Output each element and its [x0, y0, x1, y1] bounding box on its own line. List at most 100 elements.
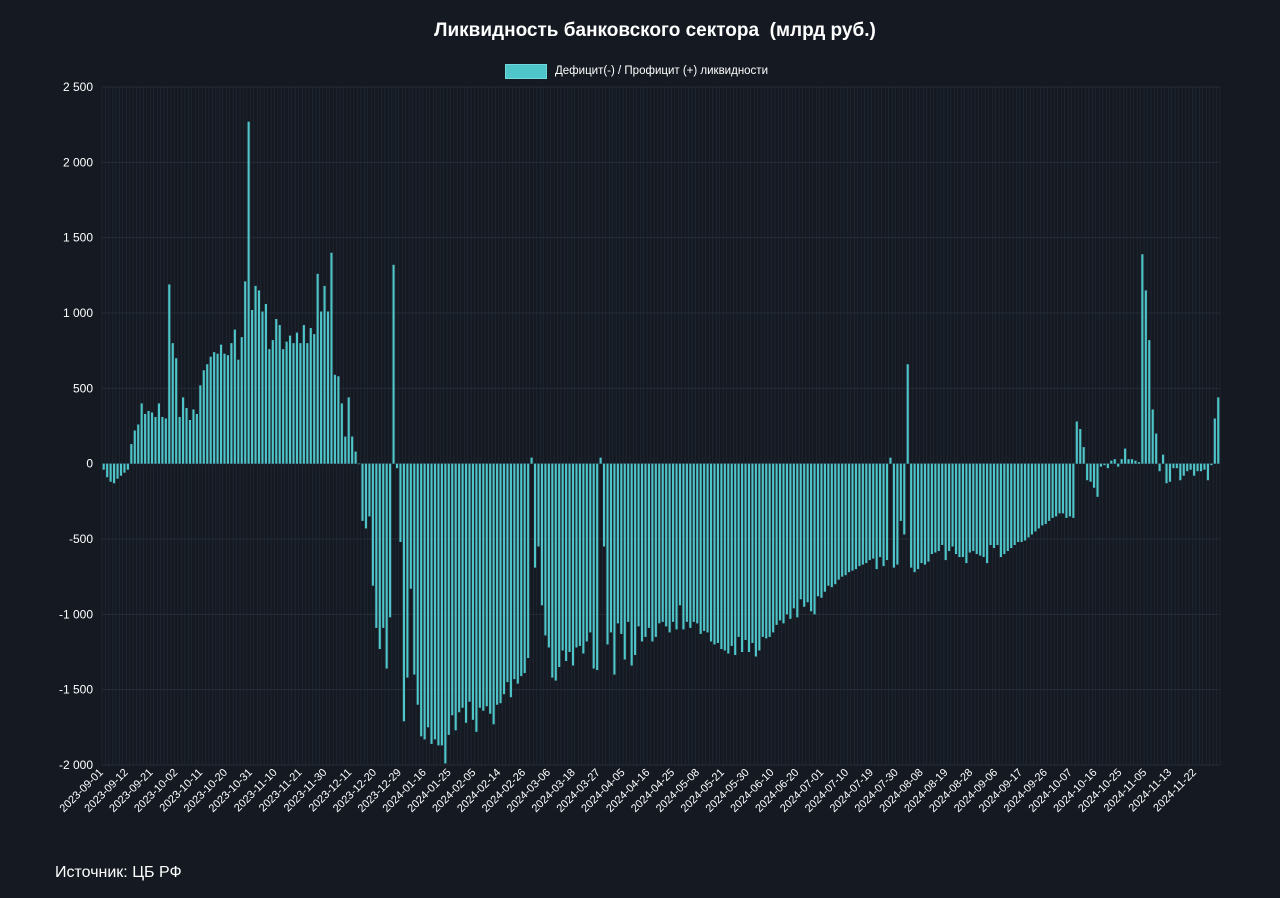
bar [999, 463, 1002, 558]
bar [547, 463, 550, 648]
y-axis: 2 500 2 000 1 500 1 000 500 0 -500 -1 000 -1 500… [59, 80, 93, 772]
bar [430, 463, 433, 744]
bar [275, 319, 278, 464]
bar [772, 463, 775, 633]
bar [264, 303, 267, 464]
bar [433, 463, 437, 740]
bar [206, 364, 209, 464]
bar [233, 329, 236, 464]
bar [358, 463, 361, 465]
y-tick-label: 2 500 [63, 80, 93, 94]
chart-legend[interactable]: Дефицит(-) / Профицит (+) ликвидности [505, 63, 768, 79]
bar [651, 463, 654, 642]
bar [806, 463, 809, 603]
bar [333, 374, 336, 464]
bar [578, 463, 581, 646]
bar [461, 463, 464, 708]
bar [640, 463, 644, 642]
bar [844, 463, 847, 576]
bar [917, 463, 920, 570]
bar [723, 463, 726, 651]
bar [854, 463, 858, 570]
bar [409, 463, 412, 589]
bar [792, 463, 795, 609]
bar [906, 364, 909, 464]
bar [865, 463, 868, 564]
bar [868, 463, 871, 561]
bar [789, 463, 792, 619]
bar [1113, 459, 1116, 464]
bar [1013, 463, 1016, 546]
bar [1158, 463, 1161, 472]
bar [599, 457, 602, 464]
bar [271, 340, 274, 464]
bar [489, 463, 492, 714]
bar [1048, 463, 1051, 521]
bar [437, 463, 440, 746]
bar [1099, 463, 1103, 467]
bar [813, 463, 816, 615]
bar [1006, 463, 1009, 552]
bar [216, 353, 219, 464]
bar [278, 325, 281, 464]
bar [544, 463, 547, 636]
bar [1096, 463, 1099, 497]
bar [427, 463, 430, 728]
bar [178, 416, 181, 464]
y-tick-label: -500 [69, 532, 93, 546]
bar [471, 463, 475, 720]
bar [910, 463, 913, 568]
bar [948, 463, 951, 552]
bar [751, 463, 754, 643]
bar [175, 358, 178, 464]
bar [810, 463, 813, 612]
bar [1134, 460, 1137, 464]
bar [782, 463, 785, 624]
bar [1010, 463, 1013, 549]
bar [213, 352, 216, 464]
bar [696, 463, 699, 624]
bar [965, 463, 968, 564]
bar [920, 463, 923, 564]
bar [996, 463, 999, 546]
bar [975, 463, 978, 555]
bar [133, 430, 136, 464]
bar [685, 463, 688, 622]
bar [354, 451, 357, 464]
bar [261, 311, 264, 464]
bar [765, 463, 768, 639]
bar [568, 463, 571, 652]
bar [1165, 463, 1168, 484]
bar [741, 463, 744, 652]
x-axis: 2023-09-012023-09-122023-09-212023-10-02… [58, 767, 1199, 815]
bar [375, 463, 378, 628]
bar [830, 463, 833, 588]
bar [727, 463, 730, 654]
bar [161, 416, 164, 464]
bar [803, 463, 806, 607]
bar [485, 463, 488, 707]
bar [285, 341, 288, 464]
bar [954, 463, 958, 555]
bar [903, 463, 906, 535]
bar [182, 397, 185, 464]
bar [116, 463, 119, 479]
bar [523, 463, 526, 674]
bar [540, 463, 544, 606]
bar [879, 463, 882, 558]
bar [395, 463, 399, 469]
bar [571, 463, 575, 666]
bar [565, 463, 568, 662]
bar [1055, 463, 1058, 517]
y-tick-label: 0 [86, 457, 93, 471]
bar [823, 463, 826, 592]
bar [406, 463, 409, 678]
bar [816, 463, 820, 597]
bar [237, 359, 240, 464]
bar [923, 463, 927, 565]
bar [347, 397, 350, 464]
bar [496, 463, 499, 705]
bar [796, 463, 799, 618]
bar [941, 463, 944, 546]
bar [979, 463, 982, 556]
